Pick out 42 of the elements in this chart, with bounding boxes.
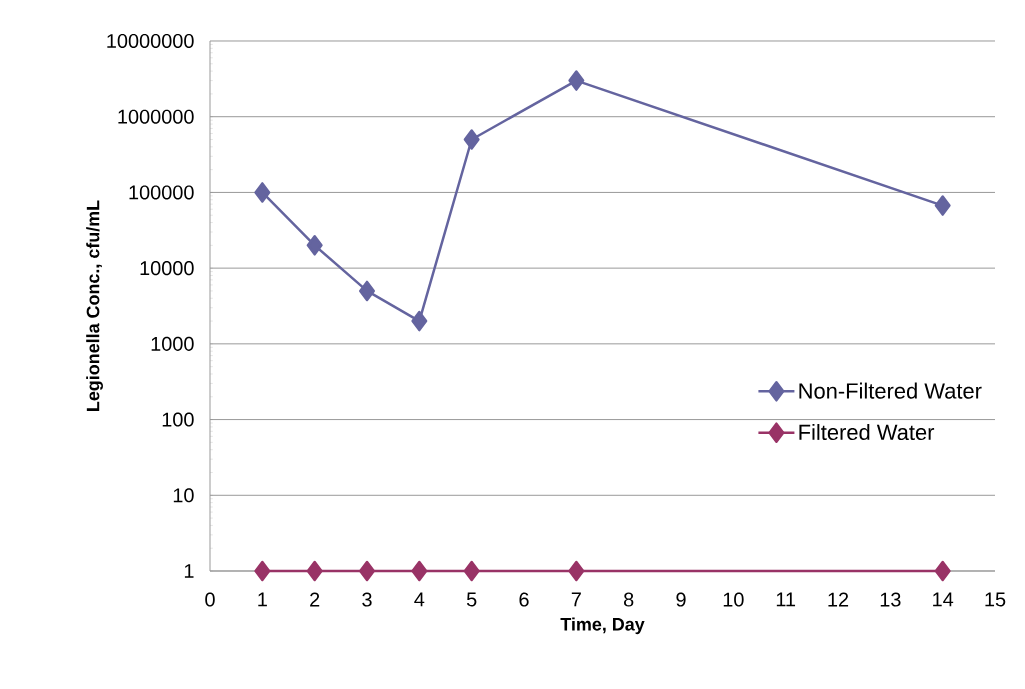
x-tick-label: 7 — [571, 592, 581, 607]
y-tick-label: 10000000 — [107, 33, 194, 49]
x-tick-label: 8 — [623, 592, 634, 607]
point — [306, 560, 323, 582]
y-tick-label: 10 — [173, 488, 194, 503]
y-axis-title: Legionella Conc., cfu/mL — [86, 200, 103, 411]
x-tick-label: 4 — [414, 592, 425, 607]
y-tick-label: 1000 — [151, 336, 194, 351]
point — [568, 70, 585, 91]
x-tick-label: 9 — [676, 592, 686, 607]
x-tick-label: 0 — [205, 592, 215, 607]
point — [254, 182, 271, 203]
y-tick-label: 1 — [184, 564, 194, 578]
x-tick-label: 11 — [776, 592, 796, 607]
y-tick-label: 1000000 — [118, 109, 194, 124]
point — [463, 560, 480, 582]
point — [568, 560, 585, 582]
legend-label: Non-Filtered Water — [799, 382, 982, 399]
point — [359, 560, 375, 582]
point — [934, 195, 951, 216]
y-tick-label: 100 — [162, 412, 194, 427]
x-tick-label: 1 — [258, 592, 267, 607]
x-tick-label: 5 — [466, 592, 477, 607]
point — [411, 560, 428, 582]
x-tick-label: 10 — [723, 592, 744, 607]
x-tick-label: 13 — [880, 592, 901, 607]
point — [411, 310, 428, 332]
x-tick-label: 2 — [310, 592, 320, 607]
point — [359, 280, 375, 302]
x-axis-title: Time, Day — [560, 617, 645, 635]
point — [463, 129, 480, 150]
y-tick-label: 100000 — [129, 185, 194, 200]
y-tick-label: 10000 — [140, 261, 194, 276]
point — [254, 560, 271, 582]
point — [934, 560, 951, 582]
point — [306, 235, 323, 256]
x-tick-label: 12 — [828, 592, 849, 607]
x-tick-label: 15 — [985, 592, 1006, 607]
x-tick-label: 14 — [933, 592, 954, 607]
x-tick-label: 3 — [362, 592, 372, 607]
legend-label: Filtered Water — [799, 423, 935, 441]
x-tick-label: 6 — [519, 592, 529, 607]
